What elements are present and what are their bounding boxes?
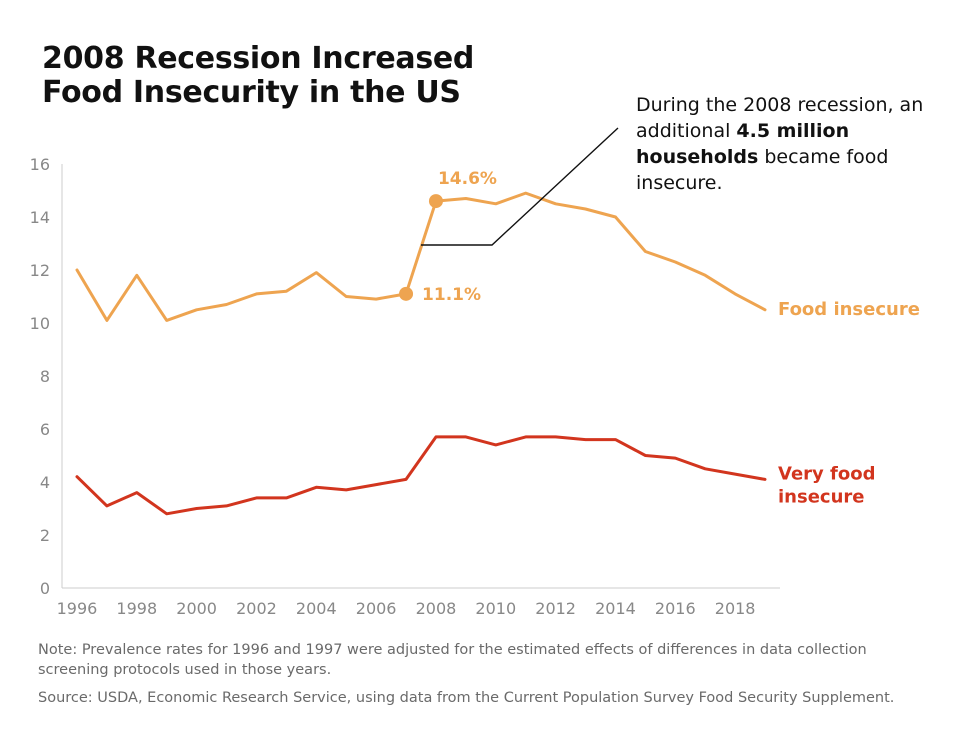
x-tick-label: 2014 [595, 599, 636, 618]
note-text: Note: Prevalence rates for 1996 and 1997… [38, 642, 867, 678]
y-axis: 0 2 4 6 8 10 12 14 16 [30, 155, 63, 598]
x-tick-label: 2018 [715, 599, 756, 618]
annotation-text-post: became food insecure. [636, 146, 889, 194]
recession-annotation: During the 2008 recession, an additional… [636, 92, 966, 196]
series-label-food-insecure: Food insecure [778, 299, 920, 320]
y-tick-label: 16 [30, 155, 50, 174]
x-tick-label: 2004 [296, 599, 337, 618]
x-tick-label: 2006 [356, 599, 397, 618]
y-tick-label: 0 [40, 579, 50, 598]
chart-title-line-1: 2008 Recession Increased [42, 41, 475, 76]
y-tick-label: 4 [40, 473, 50, 492]
x-tick-label: 2008 [416, 599, 457, 618]
series-label-very-food-insecure-1: Very food [778, 463, 875, 484]
y-tick-label: 8 [40, 367, 50, 386]
chart-notes: Note: Prevalence rates for 1996 and 1997… [38, 640, 918, 716]
x-tick-label: 2002 [236, 599, 277, 618]
highlight-point [428, 194, 443, 209]
series-lines: 11.1% 14.6% [75, 169, 767, 516]
highlight-point-label: 14.6% [438, 169, 497, 189]
highlight-point [399, 286, 414, 301]
food-insecure-line [75, 191, 767, 322]
chart-title-line-2: Food Insecurity in the US [42, 75, 461, 110]
x-tick-label: 2016 [655, 599, 696, 618]
x-tick-label: 1996 [57, 599, 98, 618]
annotation-callout-line [421, 127, 619, 246]
annotation-text-bold: 4.5 million households [636, 120, 850, 168]
y-tick-label: 2 [40, 526, 50, 545]
very-food-insecure-line [75, 435, 767, 516]
y-tick-label: 6 [40, 420, 50, 439]
x-axis: 1996 1998 2000 2002 2004 2006 2008 2010 2012 2014… [57, 587, 780, 618]
y-tick-label: 12 [30, 261, 50, 280]
y-tick-label: 14 [30, 208, 50, 227]
x-tick-label: 2000 [176, 599, 217, 618]
highlight-point-label: 11.1% [422, 285, 481, 305]
y-tick-label: 10 [30, 314, 50, 333]
line-chart: 0 2 4 6 8 10 12 14 16 1996 1998 2000 2002 2004 2006 20… [30, 127, 920, 618]
chart-title: 2008 Recession Increased Food Insecurity… [42, 42, 474, 110]
x-tick-label: 2010 [475, 599, 516, 618]
series-label-very-food-insecure-2: insecure [778, 486, 864, 507]
annotation-text-pre: During the 2008 recession, an additional [636, 94, 924, 142]
x-tick-label: 1998 [116, 599, 157, 618]
source-text: Source: USDA, Economic Research Service,… [38, 690, 895, 706]
x-tick-label: 2012 [535, 599, 576, 618]
